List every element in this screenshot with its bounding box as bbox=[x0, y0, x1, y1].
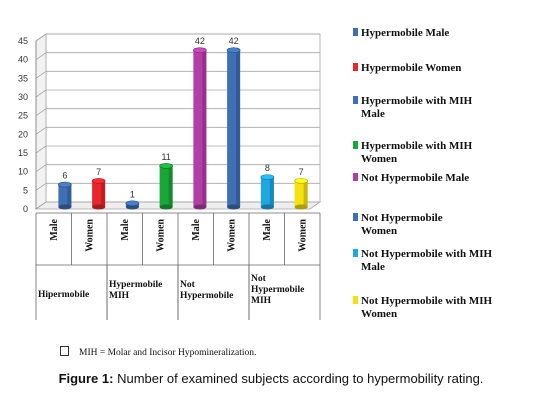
legend-swatch bbox=[353, 173, 358, 181]
category-label: Male bbox=[120, 218, 131, 240]
legend-label: Women bbox=[361, 225, 397, 237]
y-tick-label: 25 bbox=[18, 111, 28, 121]
data-label: 8 bbox=[265, 163, 270, 173]
gridline-diag bbox=[35, 127, 47, 135]
data-label: 42 bbox=[229, 36, 239, 46]
gridline-diag bbox=[35, 145, 47, 154]
legend-swatch bbox=[353, 141, 358, 149]
footnote-bullet-icon bbox=[60, 346, 69, 356]
category-label: Women bbox=[226, 219, 237, 252]
caption-label: Figure 1: bbox=[58, 371, 114, 386]
legend-swatch bbox=[353, 213, 358, 221]
legend-swatch bbox=[353, 28, 358, 36]
footnote: MIH = Molar and Incisor Hypomineralizati… bbox=[60, 346, 256, 358]
chart-figure: 0 5 10 15 20 25 30 35 40 45 6 7 1 11 42 42 8 7 Male Women Ma… bbox=[18, 27, 493, 320]
data-label: 42 bbox=[195, 36, 205, 46]
gridline-diag bbox=[35, 52, 47, 60]
bar-shade bbox=[101, 180, 106, 207]
legend-label: Not Hypermobile with MIH bbox=[361, 248, 493, 260]
group-label: Not bbox=[251, 274, 267, 284]
gridline-diag bbox=[35, 108, 47, 116]
group-label: Hypermobile bbox=[251, 285, 304, 295]
data-label: 7 bbox=[96, 167, 101, 177]
bar-base bbox=[159, 204, 173, 210]
bar-shade bbox=[236, 50, 241, 208]
bar-top bbox=[193, 47, 207, 54]
bar-shade bbox=[202, 50, 207, 208]
legend-label: Women bbox=[361, 153, 397, 165]
bar-shade bbox=[168, 165, 173, 207]
bar-shade bbox=[67, 184, 72, 207]
category-label: Male bbox=[191, 218, 202, 240]
bar-top bbox=[294, 178, 308, 184]
legend-label: Not Hypermobile Male bbox=[361, 172, 469, 184]
bar-base bbox=[58, 204, 72, 210]
caption-text: Number of examined subjects according to… bbox=[113, 371, 484, 386]
group-label: Hypermobile bbox=[109, 280, 162, 290]
legend-swatch bbox=[353, 296, 358, 304]
gridline-diag bbox=[35, 71, 47, 79]
bar-top bbox=[226, 47, 241, 54]
gridline-diag bbox=[35, 89, 47, 98]
plot-floor bbox=[34, 201, 322, 210]
bar-base bbox=[193, 204, 207, 210]
bar-top bbox=[125, 200, 140, 207]
gridline-diag bbox=[35, 201, 47, 210]
legend-label: Hypermobile Male bbox=[361, 27, 449, 39]
data-label: 1 bbox=[130, 189, 135, 199]
gridline-diag bbox=[35, 164, 47, 172]
category-label: Male bbox=[49, 218, 60, 240]
legend-swatch bbox=[353, 249, 358, 257]
gridline-diag bbox=[35, 183, 47, 191]
group-label: MIH bbox=[109, 291, 130, 301]
footnote-text: MIH = Molar and Incisor Hypomineralizati… bbox=[79, 348, 257, 358]
category-label: Male bbox=[262, 218, 273, 240]
legend-label: Hypermobile Women bbox=[361, 62, 461, 74]
plot-back-wall bbox=[45, 33, 321, 203]
bar-top bbox=[159, 163, 173, 169]
y-tick-label: 5 bbox=[23, 185, 28, 195]
legend-label: Male bbox=[361, 108, 385, 120]
legend-swatch bbox=[353, 63, 358, 71]
bar-base bbox=[260, 204, 274, 210]
y-tick-label: 15 bbox=[18, 148, 28, 158]
figure-caption: Figure 1: Number of examined subjects ac… bbox=[0, 371, 542, 386]
bar-top bbox=[260, 174, 275, 180]
legend-label: Hypermobile with MIH bbox=[361, 140, 473, 152]
legend-label: Hypermobile with MIH bbox=[361, 95, 473, 107]
category-label: Women bbox=[297, 219, 308, 252]
y-tick-label: 35 bbox=[18, 73, 28, 83]
bar-base bbox=[227, 204, 241, 210]
group-label: Hipermobile bbox=[38, 290, 89, 300]
legend-label: Not Hypermobile bbox=[361, 212, 443, 224]
category-label: Women bbox=[155, 219, 166, 252]
bar-top bbox=[58, 181, 72, 188]
legend-swatch bbox=[353, 96, 358, 104]
bar-shade bbox=[269, 177, 274, 207]
data-label: 6 bbox=[62, 171, 67, 181]
plot-side-wall bbox=[35, 33, 47, 210]
y-tick-label: 0 bbox=[23, 204, 28, 214]
data-label: 11 bbox=[161, 152, 170, 162]
data-label: 7 bbox=[299, 167, 304, 177]
category-label: Women bbox=[84, 219, 95, 252]
y-tick-label: 45 bbox=[18, 36, 28, 46]
bar-top bbox=[91, 178, 106, 184]
legend-label: Not Hypermobile with MIH bbox=[361, 295, 493, 307]
y-tick-label: 10 bbox=[18, 167, 28, 177]
y-tick-label: 40 bbox=[18, 55, 28, 65]
legend-label: Women bbox=[361, 308, 397, 320]
y-tick-label: 20 bbox=[18, 129, 28, 139]
y-tick-label: 30 bbox=[18, 92, 28, 102]
legend-label: Male bbox=[361, 261, 385, 273]
bar-shade bbox=[303, 180, 308, 207]
group-label: MIH bbox=[251, 296, 272, 306]
gridline-diag bbox=[35, 33, 47, 42]
bar-base bbox=[92, 204, 106, 210]
group-label: Hypermobile bbox=[180, 291, 233, 301]
group-label: Not bbox=[180, 280, 196, 290]
bar-base bbox=[294, 204, 308, 210]
